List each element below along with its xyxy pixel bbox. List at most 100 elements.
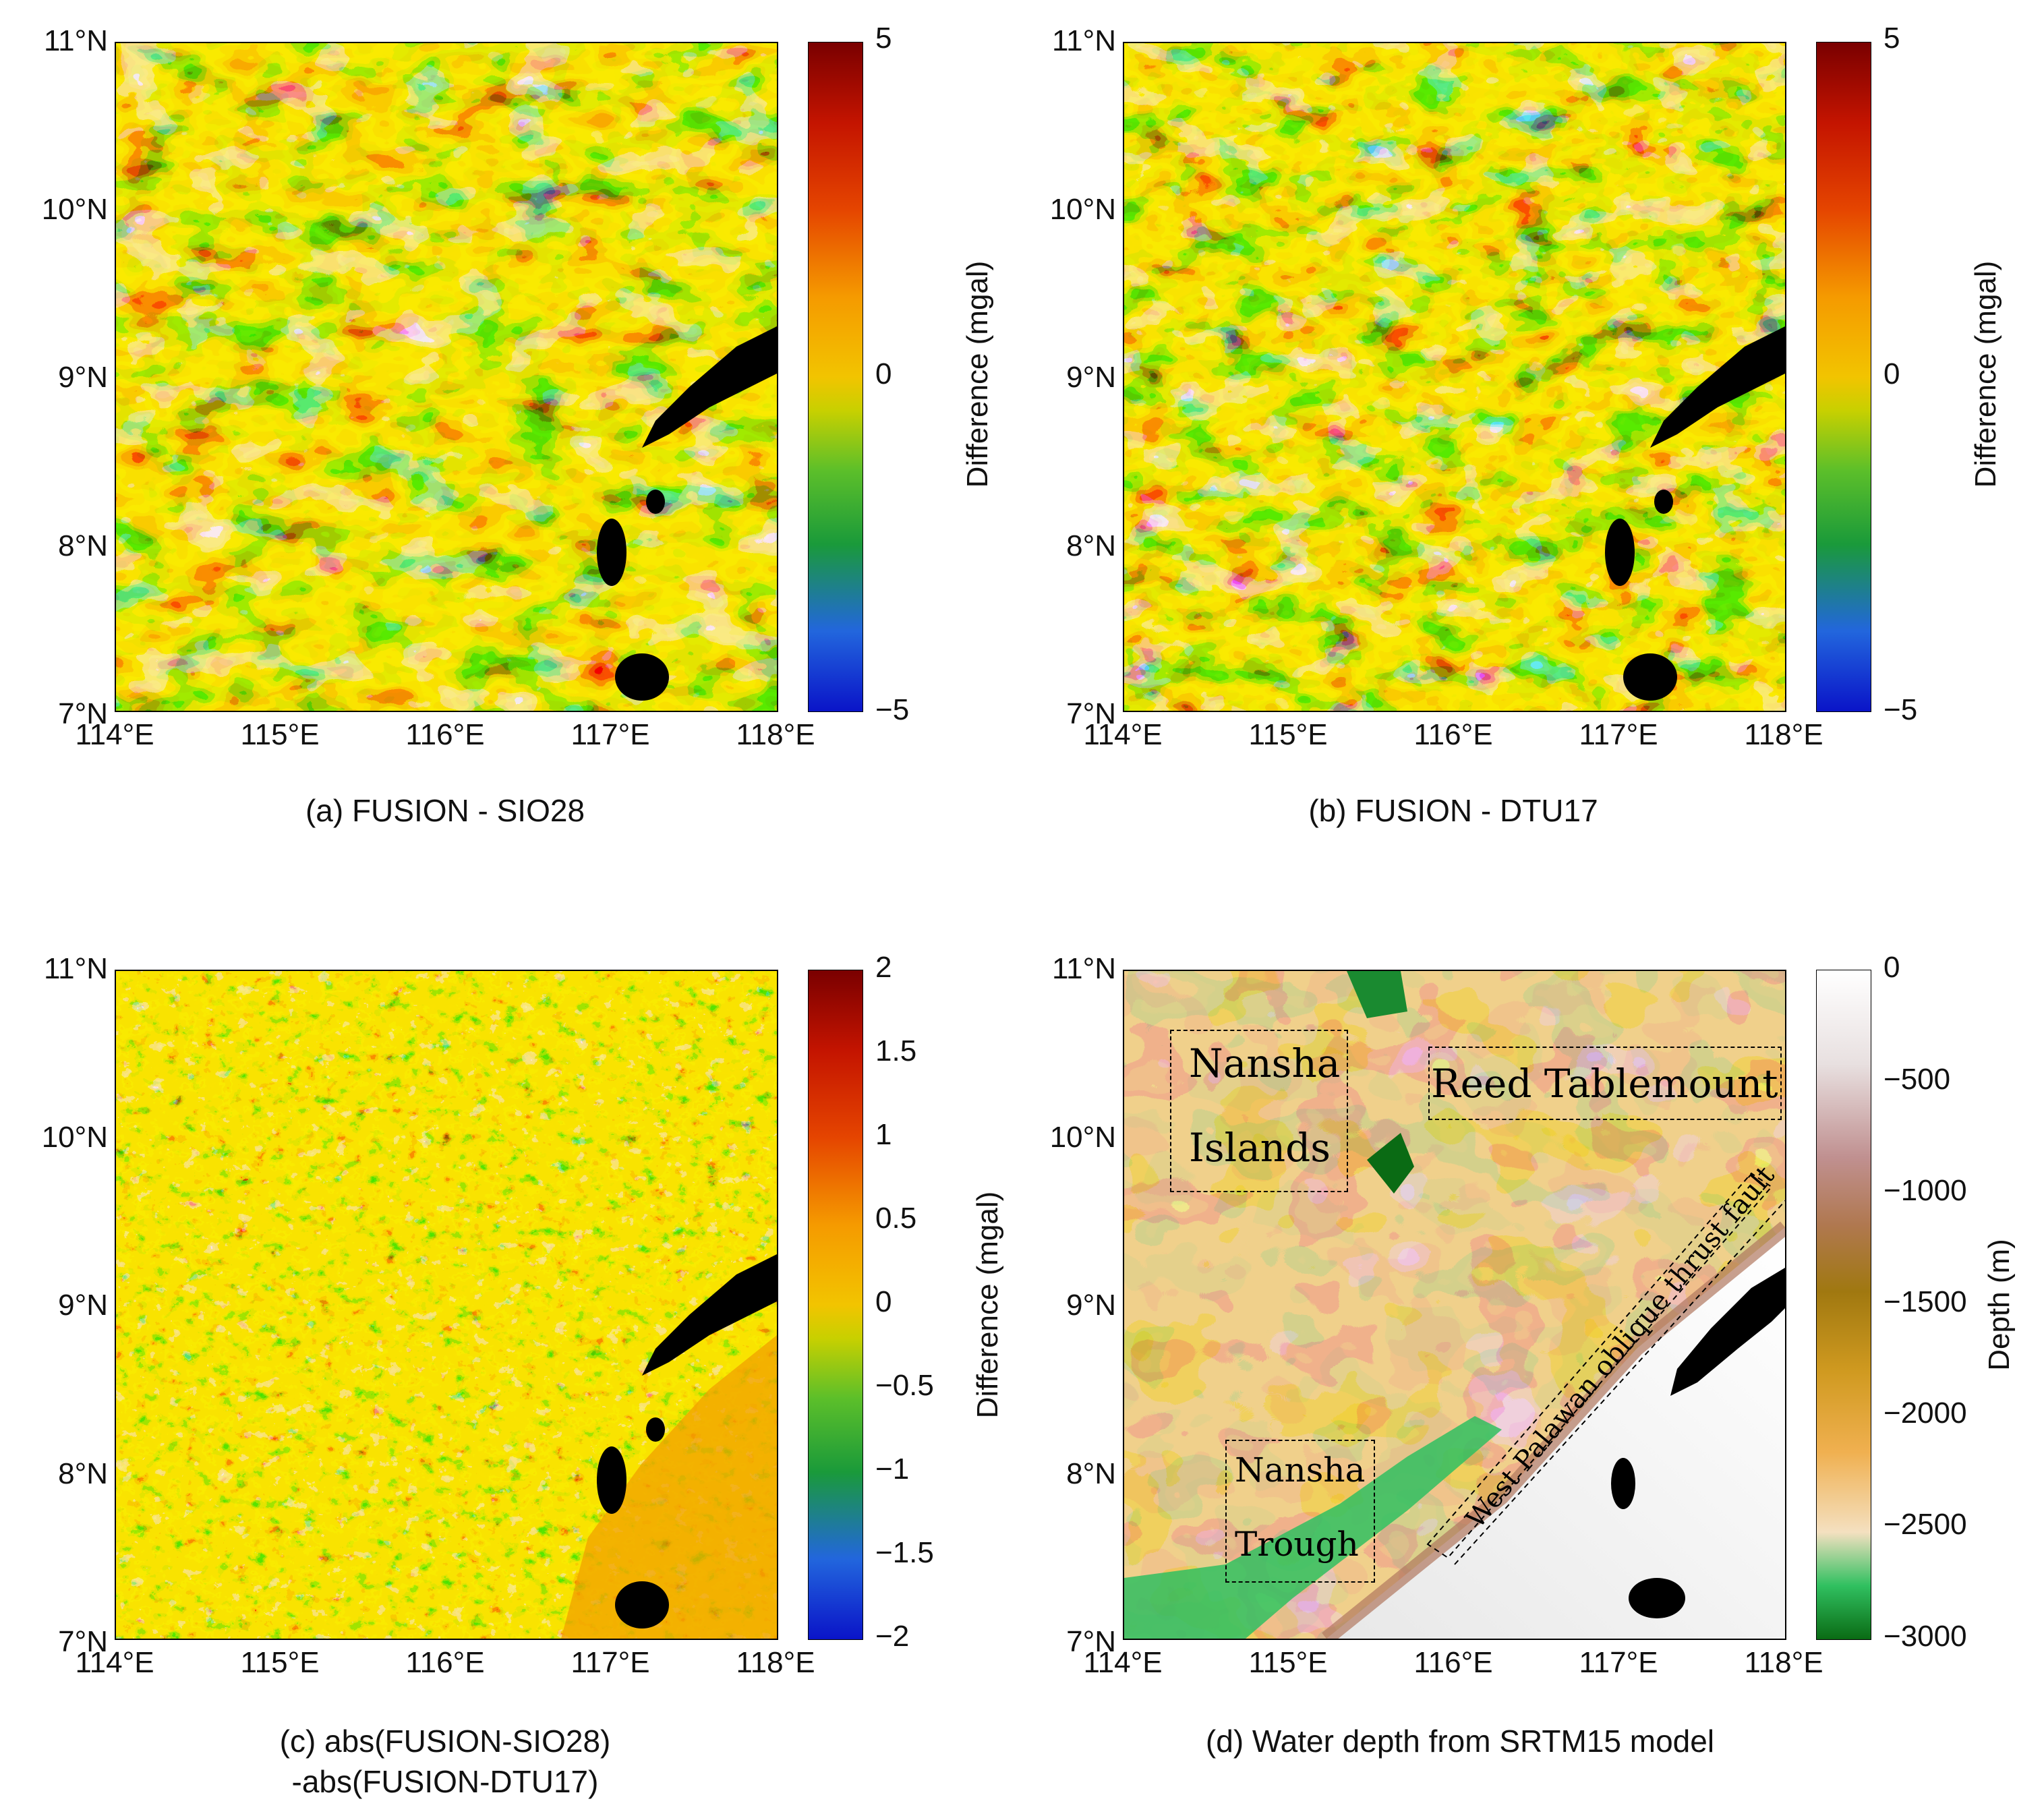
lon-label: 118°E bbox=[736, 718, 815, 751]
lat-label: 8°N bbox=[58, 1457, 108, 1490]
lat-label: 7°N bbox=[58, 1625, 108, 1658]
colorbar-tick: −500 bbox=[1884, 1063, 1951, 1096]
land-balabac bbox=[1629, 1578, 1685, 1618]
colorbar-tick: −2000 bbox=[1884, 1397, 1967, 1430]
lon-label: 116°E bbox=[405, 718, 485, 751]
lat-label: 9°N bbox=[58, 361, 108, 394]
colorbar-tick: 5 bbox=[1884, 22, 1900, 55]
lon-label: 116°E bbox=[405, 1646, 485, 1679]
lat-label: 8°N bbox=[58, 529, 108, 562]
lon-label: 115°E bbox=[1248, 718, 1328, 751]
lat-label: 9°N bbox=[1066, 1289, 1116, 1322]
map-d bbox=[1123, 970, 1786, 1640]
lon-label: 118°E bbox=[1744, 1646, 1823, 1679]
colorbar-b bbox=[1816, 42, 1871, 712]
land-islet bbox=[646, 1417, 665, 1442]
colorbar-tick: −5 bbox=[875, 693, 910, 726]
caption-c-line1: (c) abs(FUSION-SIO28) bbox=[279, 1724, 611, 1759]
lat-label: 7°N bbox=[1066, 697, 1116, 730]
map-c bbox=[115, 970, 778, 1640]
trough-deep bbox=[1124, 1416, 1502, 1639]
colorbar-tick: −5 bbox=[1884, 693, 1918, 726]
land-palawan bbox=[642, 326, 777, 448]
land-balabac bbox=[615, 1581, 669, 1628]
lon-label: 114°E bbox=[75, 1646, 154, 1679]
box-nansha-trough bbox=[1225, 1440, 1375, 1583]
colorbar-label: Difference (mgal) bbox=[971, 1191, 1004, 1419]
land-islet bbox=[1654, 490, 1673, 514]
colorbar-c bbox=[808, 970, 863, 1640]
colorbar-tick: −1.5 bbox=[875, 1536, 934, 1569]
colorbar-tick: 0 bbox=[1884, 357, 1900, 390]
map-c-image bbox=[116, 971, 777, 1639]
land-islet bbox=[646, 490, 665, 514]
land-island bbox=[597, 519, 626, 586]
colorbar-tick: −1000 bbox=[1884, 1174, 1967, 1207]
lon-label: 115°E bbox=[1248, 1646, 1328, 1679]
colorbar-label: Difference (mgal) bbox=[1969, 260, 2002, 488]
colorbar-tick: 0 bbox=[875, 1285, 892, 1318]
colorbar-tick: 2 bbox=[875, 951, 892, 984]
colorbar-label: Difference (mgal) bbox=[961, 260, 994, 488]
caption-b: (b) FUSION - DTU17 bbox=[1308, 793, 1598, 828]
lat-label: 7°N bbox=[1066, 1625, 1116, 1658]
lon-label: 117°E bbox=[1579, 718, 1658, 751]
map-a-image bbox=[116, 43, 777, 711]
lat-label: 10°N bbox=[41, 1121, 108, 1154]
label-nansha-islands-1: Nansha bbox=[1189, 1040, 1341, 1086]
lat-label: 11°N bbox=[43, 24, 108, 57]
lon-label: 115°E bbox=[240, 1646, 320, 1679]
box-reed-tablemount bbox=[1428, 1047, 1782, 1120]
label-nansha-trough-2: Trough bbox=[1235, 1525, 1359, 1564]
lat-label: 11°N bbox=[1051, 24, 1116, 57]
colorbar-label: Depth (m) bbox=[1983, 1239, 2016, 1371]
caption-c-line2: -abs(FUSION-DTU17) bbox=[291, 1764, 599, 1799]
map-a bbox=[115, 42, 778, 712]
fault-line bbox=[1454, 1200, 1785, 1565]
lon-label: 118°E bbox=[736, 1646, 815, 1679]
land-palawan bbox=[642, 1254, 777, 1376]
lat-label: 7°N bbox=[58, 697, 108, 730]
label-reed-tablemount: Reed Tablemount bbox=[1431, 1061, 1778, 1107]
colorbar-tick: −0.5 bbox=[875, 1369, 934, 1402]
colorbar-tick: −3000 bbox=[1884, 1620, 1967, 1653]
lon-label: 117°E bbox=[571, 718, 650, 751]
lon-label: 116°E bbox=[1413, 718, 1493, 751]
colorbar-tick: −2 bbox=[875, 1620, 910, 1653]
lat-label: 8°N bbox=[1066, 529, 1116, 562]
box-nansha-islands bbox=[1170, 1030, 1348, 1192]
caption-d: (d) Water depth from SRTM15 model bbox=[1205, 1724, 1715, 1759]
lat-label: 10°N bbox=[1049, 193, 1116, 226]
caption-a: (a) FUSION - SIO28 bbox=[305, 793, 585, 828]
colorbar-tick: 1 bbox=[875, 1118, 892, 1151]
land-island bbox=[597, 1446, 626, 1514]
lon-label: 117°E bbox=[571, 1646, 650, 1679]
land-palawan bbox=[1650, 326, 1785, 448]
label-nansha-islands-2: Islands bbox=[1189, 1125, 1331, 1171]
lat-label: 9°N bbox=[1066, 361, 1116, 394]
land-island bbox=[1605, 519, 1635, 586]
map-b bbox=[1123, 42, 1786, 712]
colorbar-tick: −2500 bbox=[1884, 1508, 1967, 1541]
region-east bbox=[561, 1335, 777, 1639]
colorbar-tick: −1 bbox=[875, 1452, 910, 1486]
lat-label: 11°N bbox=[43, 952, 108, 985]
lon-label: 118°E bbox=[1744, 718, 1823, 751]
lon-label: 117°E bbox=[1579, 1646, 1658, 1679]
lat-label: 10°N bbox=[41, 193, 108, 226]
lat-label: 11°N bbox=[1051, 952, 1116, 985]
deep-patch bbox=[1367, 1133, 1414, 1194]
land-balabac bbox=[615, 653, 669, 701]
land-balabac bbox=[1623, 653, 1677, 701]
deep-patch bbox=[1347, 971, 1407, 1018]
map-d-image bbox=[1124, 971, 1785, 1639]
map-b-image bbox=[1124, 43, 1785, 711]
colorbar-tick: 0 bbox=[875, 357, 892, 390]
lon-label: 114°E bbox=[75, 718, 154, 751]
colorbar-tick: 0.5 bbox=[875, 1202, 917, 1235]
colorbar-d bbox=[1816, 970, 1871, 1640]
colorbar-tick: 5 bbox=[875, 22, 892, 55]
land-palawan bbox=[1670, 1268, 1785, 1396]
label-nansha-trough-1: Nansha bbox=[1235, 1450, 1366, 1490]
colorbar-tick: 0 bbox=[1884, 951, 1900, 984]
